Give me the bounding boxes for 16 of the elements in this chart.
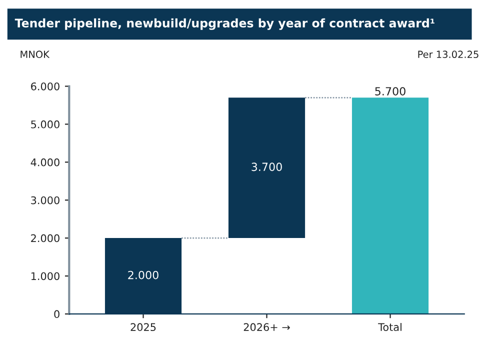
y-tick-label: 3.000	[31, 196, 60, 204]
y-tick-label: 2.000	[31, 234, 60, 242]
text: Per 13.02.25	[418, 50, 478, 58]
y-tick-label: 4.000	[30, 158, 60, 166]
chart-title: Tender pipeline, newbuild/upgrades by year of contract award¹	[14, 18, 434, 30]
data-label: 2.000	[128, 270, 158, 280]
data-label: 3.700	[252, 162, 282, 172]
y-tick-label: 0	[54, 310, 60, 318]
data-label: 5.700	[375, 87, 406, 96]
x-tick-label: 2026+ →	[244, 323, 290, 332]
y-axis-title: MNOK	[20, 50, 50, 58]
y-tick-label: 6.000	[31, 82, 60, 90]
x-tick-label: 2025	[130, 323, 156, 332]
x-tick-label: Total	[378, 322, 402, 332]
y-tick-label: 1.000	[31, 272, 60, 280]
y-tick-label: 5.000	[31, 120, 60, 128]
